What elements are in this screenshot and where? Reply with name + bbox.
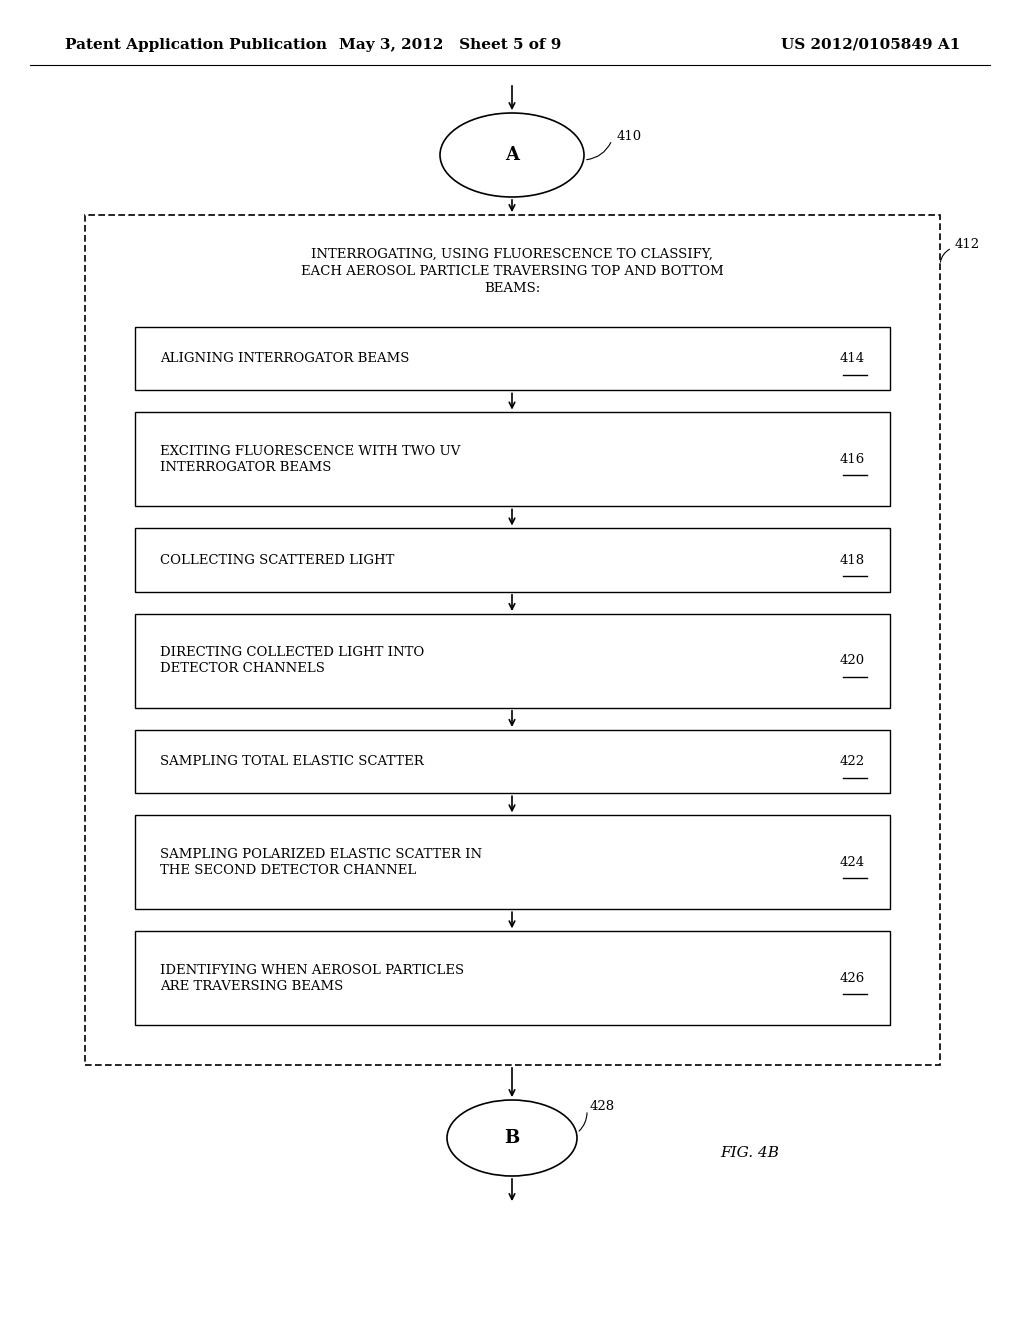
- Text: 410: 410: [617, 131, 642, 144]
- Text: 426: 426: [840, 972, 865, 985]
- Text: 424: 424: [840, 855, 865, 869]
- FancyBboxPatch shape: [135, 730, 890, 793]
- Text: 416: 416: [840, 453, 865, 466]
- Text: SAMPLING TOTAL ELASTIC SCATTER: SAMPLING TOTAL ELASTIC SCATTER: [160, 755, 424, 768]
- Ellipse shape: [447, 1100, 577, 1176]
- Text: 418: 418: [840, 553, 865, 566]
- FancyBboxPatch shape: [85, 215, 940, 1065]
- Text: 428: 428: [590, 1100, 615, 1113]
- Text: INTERROGATING, USING FLUORESCENCE TO CLASSIFY,
EACH AEROSOL PARTICLE TRAVERSING : INTERROGATING, USING FLUORESCENCE TO CLA…: [301, 248, 723, 294]
- Text: 422: 422: [840, 755, 865, 768]
- FancyBboxPatch shape: [135, 528, 890, 591]
- Text: A: A: [505, 147, 519, 164]
- Text: IDENTIFYING WHEN AEROSOL PARTICLES
ARE TRAVERSING BEAMS: IDENTIFYING WHEN AEROSOL PARTICLES ARE T…: [160, 964, 464, 993]
- Text: US 2012/0105849 A1: US 2012/0105849 A1: [780, 38, 961, 51]
- Text: Patent Application Publication: Patent Application Publication: [65, 38, 327, 51]
- Text: SAMPLING POLARIZED ELASTIC SCATTER IN
THE SECOND DETECTOR CHANNEL: SAMPLING POLARIZED ELASTIC SCATTER IN TH…: [160, 847, 482, 876]
- Text: B: B: [505, 1129, 519, 1147]
- FancyBboxPatch shape: [135, 614, 890, 708]
- FancyBboxPatch shape: [135, 327, 890, 391]
- Text: ALIGNING INTERROGATOR BEAMS: ALIGNING INTERROGATOR BEAMS: [160, 352, 410, 366]
- FancyBboxPatch shape: [135, 931, 890, 1026]
- FancyBboxPatch shape: [135, 412, 890, 507]
- Text: FIG. 4B: FIG. 4B: [720, 1146, 779, 1160]
- Text: EXCITING FLUORESCENCE WITH TWO UV
INTERROGATOR BEAMS: EXCITING FLUORESCENCE WITH TWO UV INTERR…: [160, 445, 461, 474]
- Ellipse shape: [440, 114, 584, 197]
- Text: 412: 412: [955, 239, 980, 252]
- Text: 420: 420: [840, 655, 865, 668]
- Text: May 3, 2012   Sheet 5 of 9: May 3, 2012 Sheet 5 of 9: [339, 38, 561, 51]
- FancyBboxPatch shape: [135, 816, 890, 909]
- Text: COLLECTING SCATTERED LIGHT: COLLECTING SCATTERED LIGHT: [160, 553, 394, 566]
- Text: DIRECTING COLLECTED LIGHT INTO
DETECTOR CHANNELS: DIRECTING COLLECTED LIGHT INTO DETECTOR …: [160, 647, 424, 676]
- Text: 414: 414: [840, 352, 865, 366]
